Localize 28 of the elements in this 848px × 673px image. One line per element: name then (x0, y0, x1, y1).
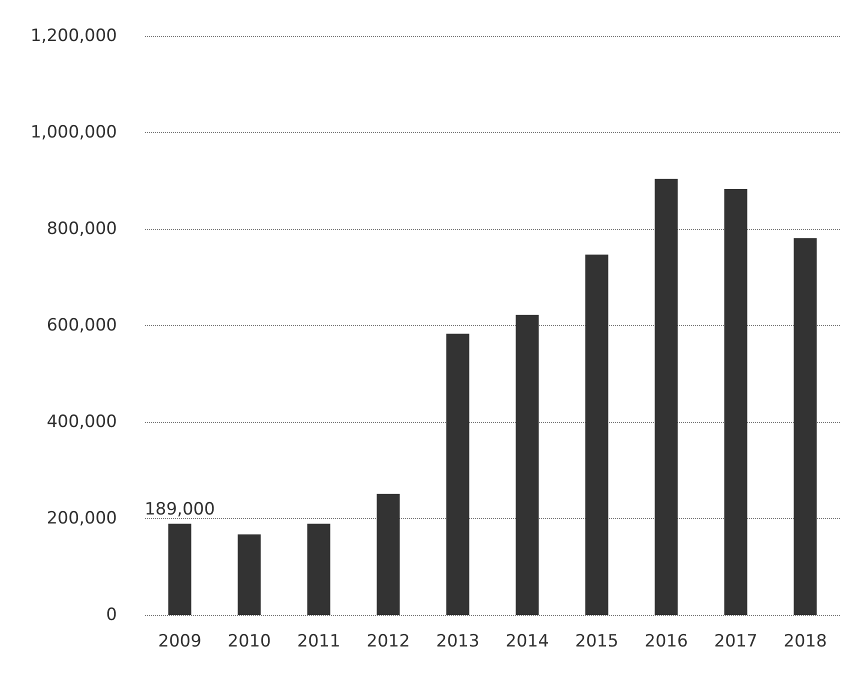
x-tick-label: 2015 (575, 632, 618, 652)
bar (307, 524, 330, 615)
x-tick-label: 2011 (297, 632, 340, 652)
x-tick-label: 2009 (158, 632, 202, 652)
y-tick-label: 800,000 (46, 219, 117, 239)
x-tick-label: 2016 (644, 632, 688, 652)
x-tick-label: 2010 (228, 632, 271, 652)
bar (654, 178, 678, 615)
x-tick-label: 2018 (784, 632, 827, 652)
bar (724, 188, 748, 615)
bar (238, 534, 261, 615)
bar (585, 254, 608, 615)
y-tick-label: 400,000 (46, 412, 117, 432)
data-label: 189,000 (144, 499, 215, 520)
y-tick-label: 1,200,000 (30, 26, 117, 46)
y-tick-label: 600,000 (46, 316, 117, 336)
bar (446, 334, 470, 615)
bar (376, 494, 400, 615)
bar (794, 238, 817, 615)
x-tick-label: 2012 (366, 632, 410, 652)
bar (516, 314, 539, 615)
y-tick-label: 1,000,000 (30, 122, 117, 142)
bar (168, 524, 192, 615)
x-tick-label: 2014 (506, 632, 549, 652)
y-tick-label: 0 (106, 605, 117, 625)
x-tick-label: 2013 (436, 632, 480, 652)
x-tick-label: 2017 (714, 632, 758, 652)
y-tick-label: 200,000 (46, 508, 117, 528)
